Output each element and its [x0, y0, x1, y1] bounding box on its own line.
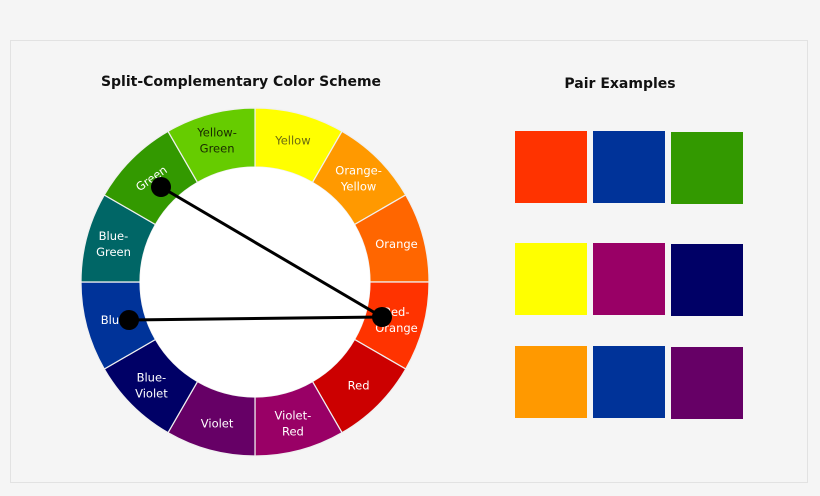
- wheel-title: Split-Complementary Color Scheme: [100, 74, 382, 90]
- segment-label: Red: [348, 379, 370, 393]
- swatch-blue: [593, 131, 665, 203]
- swatch-violet: [671, 347, 743, 419]
- pairs-title: Pair Examples: [564, 76, 676, 92]
- segment-label: Violet-Red: [275, 409, 312, 439]
- connection-line: [160, 185, 383, 319]
- segment-label: Violet: [201, 417, 234, 431]
- swatch-green: [671, 132, 743, 204]
- segment-label: Blue-Violet: [135, 371, 168, 401]
- marker-blue: [119, 310, 139, 330]
- segment-label: Blue-Green: [96, 229, 131, 259]
- wheel-center: [140, 167, 370, 397]
- segment-label: Orange-Yellow: [335, 163, 382, 193]
- swatch-blue-violet: [671, 244, 743, 316]
- swatch-yellow: [515, 243, 587, 315]
- swatch-blue: [593, 346, 665, 418]
- segment-label: Yellow-Green: [196, 125, 237, 155]
- connection-line: [128, 315, 383, 322]
- segment-label: Orange: [375, 237, 418, 251]
- marker-red-orange: [372, 307, 392, 327]
- marker-green: [151, 177, 171, 197]
- swatch-orange-yellow: [515, 346, 587, 418]
- segment-label: Yellow: [274, 133, 310, 147]
- swatch-violet-red: [593, 243, 665, 315]
- swatch-red-orange: [515, 131, 587, 203]
